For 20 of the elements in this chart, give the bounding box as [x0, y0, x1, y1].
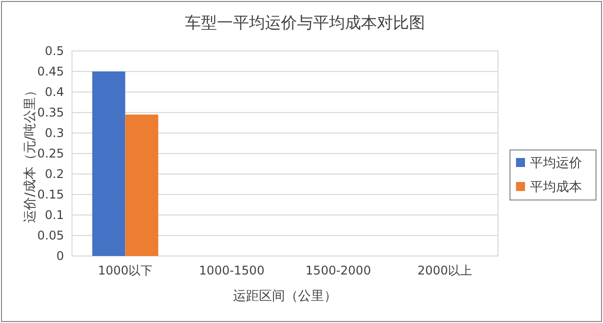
x-tick-label: 1000-1500 — [199, 264, 264, 278]
y-tick-label: 0.2 — [44, 166, 64, 181]
y-tick-label: 0.45 — [37, 64, 64, 78]
x-tick-label: 1000以下 — [98, 264, 153, 278]
legend-label: 平均运价 — [530, 156, 582, 171]
y-tick-label: 0.4 — [44, 84, 64, 99]
y-tick-label: 0.1 — [44, 208, 64, 222]
y-tick-label: 0.5 — [44, 44, 64, 58]
x-tick-label: 2000以上 — [417, 264, 472, 278]
legend-label: 平均成本 — [530, 180, 582, 195]
y-tick-label: 0 — [56, 248, 64, 263]
y-tick-label: 0.25 — [37, 146, 64, 160]
y-tick-label: 0.15 — [37, 187, 64, 202]
y-axis-title: 运价/成本（元/吨公里） — [23, 84, 38, 223]
y-tick-label: 0.35 — [37, 105, 64, 120]
x-axis-title: 运距区间（公里） — [233, 289, 337, 304]
y-tick-label: 0.05 — [37, 228, 64, 242]
y-tick-label: 0.3 — [44, 126, 64, 140]
x-tick-label: 1500-2000 — [306, 264, 371, 278]
chart-title: 车型一平均运价与平均成本对比图 — [185, 13, 425, 32]
